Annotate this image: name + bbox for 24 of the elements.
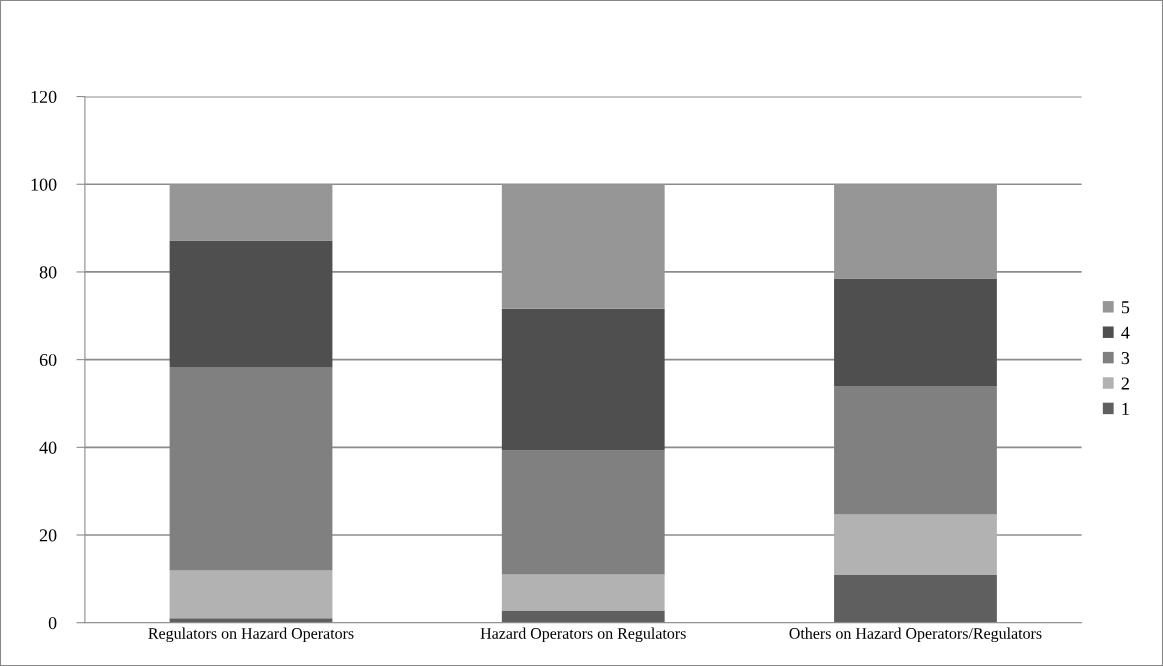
legend-label: 2 [1121, 377, 1129, 390]
bar [834, 574, 997, 623]
legend-label: 4 [1121, 326, 1130, 339]
y-tick-label: 40 [39, 441, 57, 454]
y-tick-label: 120 [31, 90, 57, 104]
bar [834, 514, 997, 575]
bar [169, 618, 333, 623]
bar [501, 574, 665, 611]
x-tick-label: Hazard Operators on Regulators [480, 627, 686, 643]
legend-label: 5 [1121, 301, 1130, 314]
y-tick-label: 100 [31, 178, 57, 191]
bar [501, 308, 665, 451]
bar [834, 278, 997, 386]
bar [501, 610, 665, 623]
y-tick-label: 80 [39, 266, 57, 279]
y-tick-label: 20 [39, 529, 57, 542]
y-tick-label: 0 [48, 616, 57, 630]
bar [169, 240, 333, 368]
bar [169, 570, 333, 619]
y-tick-label: 60 [39, 353, 57, 367]
x-tick-label: Regulators on Hazard Operators [148, 627, 354, 643]
x-tick-label: Others on Hazard Operators/Regulators [789, 627, 1042, 643]
legend-label: 3 [1121, 352, 1130, 365]
legend-label: 1 [1122, 402, 1129, 415]
